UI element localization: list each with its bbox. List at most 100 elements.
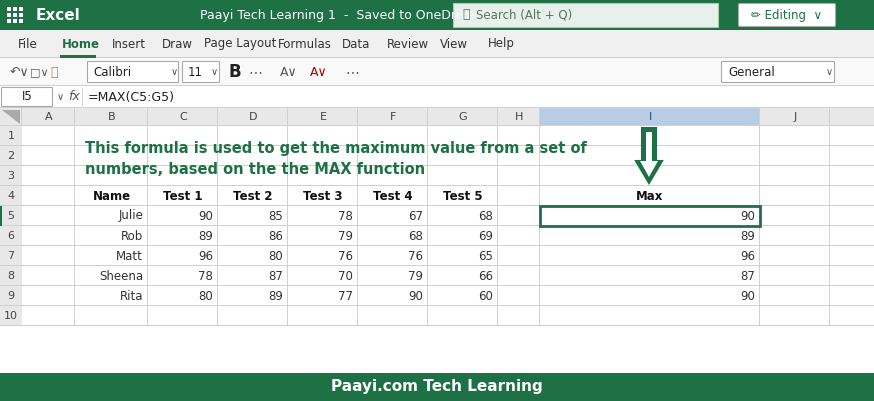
- Bar: [427, 146, 428, 166]
- Bar: [829, 246, 830, 266]
- Text: Page Layout: Page Layout: [204, 38, 276, 51]
- Text: 96: 96: [740, 249, 755, 263]
- Bar: [0, 373, 874, 401]
- Text: B: B: [228, 63, 240, 81]
- Bar: [759, 166, 760, 186]
- Bar: [357, 166, 358, 186]
- Text: 90: 90: [198, 209, 213, 223]
- Text: Review: Review: [387, 38, 429, 51]
- Bar: [427, 166, 428, 186]
- Bar: [759, 126, 760, 146]
- Bar: [428, 108, 498, 126]
- Text: Excel: Excel: [36, 8, 80, 22]
- Bar: [427, 266, 428, 286]
- Bar: [539, 126, 540, 146]
- Bar: [74, 166, 75, 186]
- Text: 65: 65: [478, 249, 493, 263]
- Bar: [7, 13, 11, 17]
- Text: G: G: [459, 112, 468, 122]
- Text: ⋯: ⋯: [248, 65, 262, 79]
- Text: Rita: Rita: [120, 290, 143, 302]
- Bar: [759, 226, 760, 246]
- Bar: [0, 166, 22, 186]
- Text: 78: 78: [198, 269, 213, 282]
- Bar: [74, 206, 75, 226]
- Text: ✨: ✨: [50, 65, 58, 79]
- Text: Test 1: Test 1: [163, 190, 203, 203]
- Bar: [287, 126, 288, 146]
- Text: 8: 8: [8, 271, 15, 281]
- Bar: [453, 3, 718, 27]
- Text: A∨: A∨: [310, 65, 328, 79]
- Bar: [287, 186, 288, 206]
- Bar: [357, 226, 358, 246]
- Text: 78: 78: [338, 209, 353, 223]
- Bar: [497, 226, 498, 246]
- Bar: [829, 146, 830, 166]
- Text: Help: Help: [488, 38, 515, 51]
- Bar: [74, 186, 75, 206]
- Text: Test 4: Test 4: [373, 190, 413, 203]
- Bar: [217, 266, 218, 286]
- Text: ∨: ∨: [57, 92, 64, 102]
- Bar: [0, 285, 874, 286]
- Bar: [829, 266, 830, 286]
- Text: 9: 9: [8, 291, 15, 301]
- Bar: [74, 126, 75, 146]
- Bar: [75, 108, 148, 126]
- Bar: [287, 166, 288, 186]
- Bar: [287, 246, 288, 266]
- FancyBboxPatch shape: [87, 61, 178, 83]
- Text: Home: Home: [62, 38, 100, 51]
- Bar: [759, 146, 760, 166]
- Bar: [74, 146, 75, 166]
- Text: 89: 89: [198, 229, 213, 243]
- Bar: [0, 245, 874, 246]
- Text: 87: 87: [268, 269, 283, 282]
- Text: 89: 89: [268, 290, 283, 302]
- Bar: [217, 166, 218, 186]
- Bar: [0, 85, 874, 86]
- Bar: [74, 266, 75, 286]
- Bar: [357, 146, 358, 166]
- Bar: [759, 206, 760, 226]
- Bar: [147, 146, 148, 166]
- Bar: [539, 226, 540, 246]
- Text: 69: 69: [478, 229, 493, 243]
- Text: File: File: [18, 38, 38, 51]
- Bar: [427, 206, 428, 226]
- Text: Insert: Insert: [112, 38, 146, 51]
- Bar: [498, 108, 540, 126]
- Bar: [539, 286, 540, 306]
- Text: C: C: [179, 112, 187, 122]
- Text: Matt: Matt: [116, 249, 143, 263]
- Text: ↶∨: ↶∨: [10, 65, 30, 79]
- Bar: [147, 306, 148, 326]
- Bar: [74, 246, 75, 266]
- Text: 4: 4: [8, 191, 15, 201]
- Bar: [19, 19, 23, 23]
- Text: ⌕: ⌕: [462, 8, 469, 22]
- Bar: [540, 206, 760, 226]
- Bar: [497, 246, 498, 266]
- Bar: [427, 126, 428, 146]
- Text: 96: 96: [198, 249, 213, 263]
- Text: E: E: [320, 112, 327, 122]
- Bar: [0, 165, 874, 166]
- Bar: [539, 146, 540, 166]
- Text: Formulas: Formulas: [278, 38, 332, 51]
- Bar: [358, 108, 428, 126]
- Bar: [0, 286, 22, 306]
- Text: J: J: [794, 112, 796, 122]
- Bar: [217, 108, 218, 126]
- Text: □∨: □∨: [30, 67, 49, 77]
- Bar: [19, 13, 23, 17]
- Bar: [497, 286, 498, 306]
- Text: ∨: ∨: [211, 67, 218, 77]
- Bar: [829, 186, 830, 206]
- Bar: [147, 206, 148, 226]
- Bar: [82, 88, 83, 106]
- Bar: [0, 205, 874, 206]
- Bar: [427, 108, 428, 126]
- Bar: [0, 125, 874, 126]
